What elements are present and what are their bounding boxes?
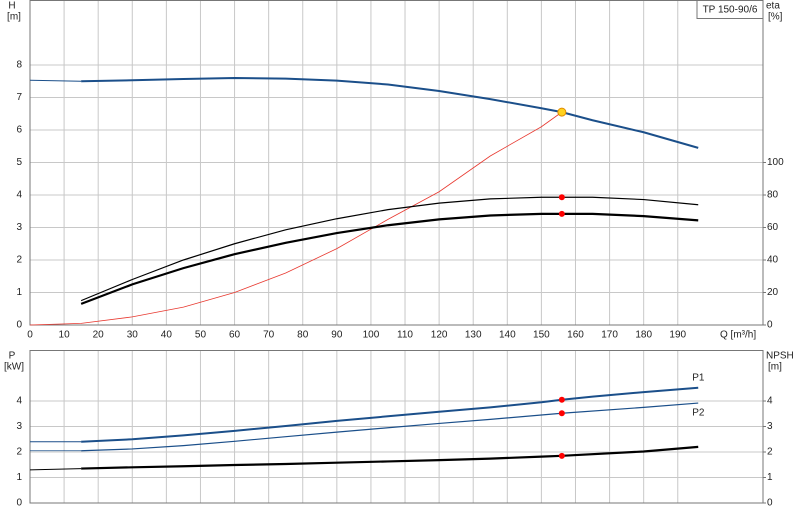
line	[29, 79, 82, 82]
y2-tick-label: 100	[767, 157, 784, 168]
y-tick-label: 3	[16, 222, 22, 233]
y2-tick-label: 0	[767, 498, 773, 509]
x-tick-label: 40	[161, 330, 173, 341]
y2-axis-unit: [m]	[768, 362, 782, 373]
line	[81, 386, 699, 443]
x-tick-label: 100	[363, 330, 380, 341]
point	[558, 396, 565, 403]
y-tick-label: 1	[16, 287, 22, 298]
y-tick-label: 2	[16, 447, 22, 458]
y-axis-label: H	[8, 1, 15, 12]
x-tick-label: 80	[297, 330, 309, 341]
y-tick-label: 4	[16, 396, 22, 407]
y2-tick-label: 20	[767, 287, 779, 298]
point	[558, 410, 565, 417]
y2-tick-label: 3	[767, 421, 773, 432]
y2-axis-label: NPSH	[766, 351, 794, 362]
x-tick-label: 90	[331, 330, 343, 341]
point	[557, 107, 567, 117]
y2-tick-label: 4	[767, 396, 773, 407]
x-tick-label: 160	[567, 330, 584, 341]
line	[80, 196, 699, 302]
x-tick-label: 60	[229, 330, 241, 341]
line	[29, 111, 563, 326]
y-tick-label: 4	[16, 190, 22, 201]
y-tick-label: 2	[16, 255, 22, 266]
x-tick-label: 140	[499, 330, 516, 341]
y-tick-label: 6	[16, 125, 22, 136]
y-tick-label: 5	[16, 157, 22, 168]
y-axis-unit: [m]	[7, 12, 21, 23]
point	[558, 452, 565, 459]
y-tick-label: 7	[16, 92, 22, 103]
y-axis-unit: [kW]	[4, 362, 24, 373]
x-tick-label: 50	[195, 330, 207, 341]
title-box	[696, 0, 764, 19]
y-tick-label: 1	[16, 472, 22, 483]
x-tick-label: 10	[59, 330, 71, 341]
line	[29, 468, 82, 471]
x-tick-label: 120	[431, 330, 448, 341]
y2-tick-label: 1	[767, 472, 773, 483]
y2-axis-label: eta	[766, 1, 780, 12]
x-tick-label: 150	[533, 330, 550, 341]
y-tick-label: 8	[16, 60, 22, 71]
plot-frame	[29, 0, 764, 326]
x-tick-label: 130	[465, 330, 482, 341]
plot-frame	[29, 350, 764, 504]
line	[81, 445, 699, 470]
line	[81, 76, 699, 149]
y-tick-label: 3	[16, 421, 22, 432]
y2-tick-label: 2	[767, 447, 773, 458]
y2-tick-label: 0	[767, 320, 773, 331]
y-axis-label: P	[9, 351, 16, 362]
x-tick-label: 0	[27, 330, 33, 341]
x-tick-label: 110	[397, 330, 413, 341]
x-tick-label: 180	[635, 330, 652, 341]
line	[80, 212, 699, 305]
y-tick-label: 0	[16, 320, 22, 331]
y2-axis-unit: [%]	[768, 12, 783, 23]
point	[558, 210, 565, 217]
point	[558, 194, 565, 201]
x-tick-label: 70	[263, 330, 275, 341]
y-tick-label: 0	[16, 498, 22, 509]
x-tick-label: 20	[93, 330, 105, 341]
y2-tick-label: 80	[767, 190, 779, 201]
series-label: P1	[692, 372, 705, 383]
chart-title: TP 150-90/6	[703, 5, 758, 16]
x-tick-label: 190	[669, 330, 686, 341]
x-tick-label: 30	[127, 330, 139, 341]
x-tick-label: 170	[601, 330, 618, 341]
y2-tick-label: 60	[767, 222, 779, 233]
series-label: P2	[692, 408, 705, 419]
y2-tick-label: 40	[767, 255, 779, 266]
x-axis-label: Q [m³/h]	[720, 330, 756, 341]
